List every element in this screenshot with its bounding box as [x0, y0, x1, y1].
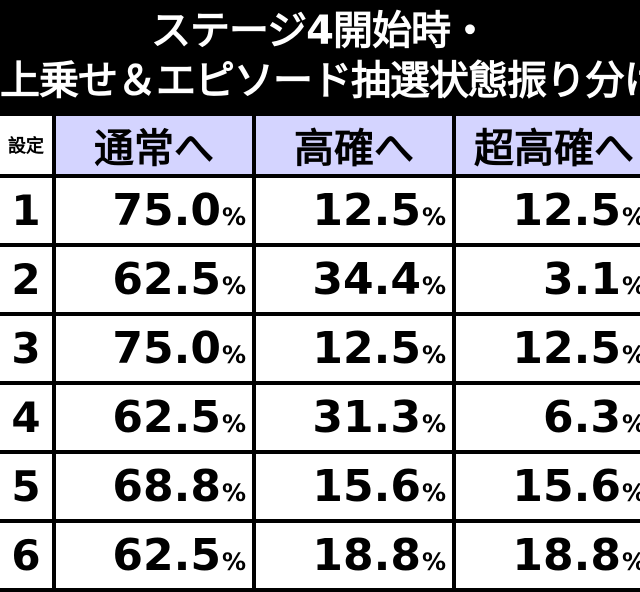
percent-sign: % [622, 410, 640, 438]
percent-sign: % [221, 341, 246, 369]
percent-sign: % [421, 410, 446, 438]
percent-sign: % [421, 203, 446, 231]
high-rate-cell: 31.3% [256, 385, 452, 450]
table-row: 6 62.5% 18.8% 18.8% [0, 523, 640, 588]
super-high-rate-cell: 15.6% [456, 454, 640, 519]
high-rate-cell: 12.5% [256, 316, 452, 381]
percent-sign: % [421, 548, 446, 576]
normal-rate-cell: 62.5% [56, 523, 252, 588]
super-high-rate-cell: 12.5% [456, 178, 640, 243]
table-body: 1 75.0% 12.5% 12.5% 2 62.5% 34.4% 3.1% 3… [0, 178, 640, 588]
percent-sign: % [221, 479, 246, 507]
rate-value: 12.5 [312, 323, 421, 374]
percent-sign: % [221, 548, 246, 576]
high-rate-cell: 12.5% [256, 178, 452, 243]
setting-cell: 2 [0, 247, 52, 312]
rate-value: 12.5 [512, 185, 621, 236]
setting-cell: 1 [0, 178, 52, 243]
percent-sign: % [622, 272, 640, 300]
percent-sign: % [221, 203, 246, 231]
header-super-high: 超高確へ [456, 116, 640, 174]
rate-value: 18.8 [312, 530, 421, 581]
percent-sign: % [221, 272, 246, 300]
percent-sign: % [221, 410, 246, 438]
percent-sign: % [622, 479, 640, 507]
setting-cell: 5 [0, 454, 52, 519]
high-rate-cell: 15.6% [256, 454, 452, 519]
rate-value: 15.6 [512, 461, 621, 512]
rate-value: 75.0 [112, 323, 221, 374]
percent-sign: % [421, 479, 446, 507]
rate-value: 62.5 [112, 392, 221, 443]
rate-value: 62.5 [112, 254, 221, 305]
setting-cell: 4 [0, 385, 52, 450]
super-high-rate-cell: 12.5% [456, 316, 640, 381]
percent-sign: % [622, 341, 640, 369]
normal-rate-cell: 75.0% [56, 316, 252, 381]
rate-value: 68.8 [112, 461, 221, 512]
table-row: 5 68.8% 15.6% 15.6% [0, 454, 640, 519]
normal-rate-cell: 62.5% [56, 385, 252, 450]
rate-value: 12.5 [512, 323, 621, 374]
normal-rate-cell: 68.8% [56, 454, 252, 519]
rate-value: 18.8 [512, 530, 621, 581]
percent-sign: % [421, 272, 446, 300]
super-high-rate-cell: 3.1% [456, 247, 640, 312]
title-line-2: 上乗せ＆エピソード抽選状態振り分け [0, 58, 640, 104]
title-line-1: ステージ4開始時・ [150, 8, 490, 54]
super-high-rate-cell: 18.8% [456, 523, 640, 588]
percent-sign: % [421, 341, 446, 369]
normal-rate-cell: 62.5% [56, 247, 252, 312]
table-row: 3 75.0% 12.5% 12.5% [0, 316, 640, 381]
rate-value: 31.3 [312, 392, 421, 443]
rate-value: 75.0 [112, 185, 221, 236]
rate-value: 3.1 [543, 254, 621, 305]
header-setting: 設定 [0, 116, 52, 174]
super-high-rate-cell: 6.3% [456, 385, 640, 450]
table-row: 2 62.5% 34.4% 3.1% [0, 247, 640, 312]
rate-value: 34.4 [312, 254, 421, 305]
header-high: 高確へ [256, 116, 452, 174]
header-normal: 通常へ [56, 116, 252, 174]
high-rate-cell: 34.4% [256, 247, 452, 312]
table-row: 4 62.5% 31.3% 6.3% [0, 385, 640, 450]
table-row: 1 75.0% 12.5% 12.5% [0, 178, 640, 243]
normal-rate-cell: 75.0% [56, 178, 252, 243]
table-header-row: 設定 通常へ 高確へ 超高確へ [0, 116, 640, 174]
page-title: ステージ4開始時・ 上乗せ＆エピソード抽選状態振り分け [0, 0, 640, 110]
rate-value: 6.3 [543, 392, 621, 443]
percent-sign: % [622, 548, 640, 576]
rate-value: 15.6 [312, 461, 421, 512]
rate-value: 12.5 [312, 185, 421, 236]
percent-sign: % [622, 203, 640, 231]
high-rate-cell: 18.8% [256, 523, 452, 588]
setting-cell: 6 [0, 523, 52, 588]
setting-cell: 3 [0, 316, 52, 381]
distribution-table: 設定 通常へ 高確へ 超高確へ 1 75.0% 12.5% 12.5% 2 62… [0, 112, 640, 592]
rate-value: 62.5 [112, 530, 221, 581]
